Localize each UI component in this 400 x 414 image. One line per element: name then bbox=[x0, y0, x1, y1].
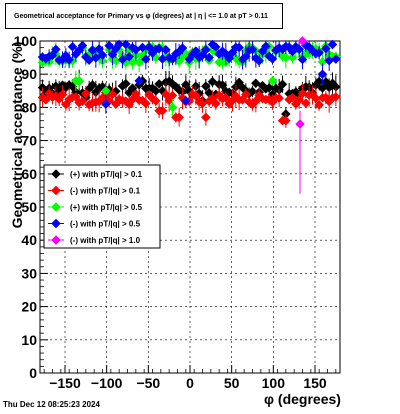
data-point bbox=[297, 36, 308, 46]
data-point bbox=[297, 54, 308, 65]
x-tick-label: 0 bbox=[186, 375, 194, 391]
data-point bbox=[107, 89, 118, 100]
data-point bbox=[120, 39, 131, 50]
data-point bbox=[274, 93, 285, 103]
legend-entry: (+) with pT/|q| > 0.5 bbox=[70, 203, 143, 212]
data-point bbox=[204, 52, 215, 63]
data-point bbox=[64, 55, 75, 65]
data-point bbox=[140, 98, 151, 109]
chart-title-text: Geometrical acceptance for Primary vs φ … bbox=[14, 12, 268, 20]
data-point bbox=[297, 88, 308, 99]
y-tick-label: 40 bbox=[21, 232, 37, 248]
y-tick-label: 30 bbox=[21, 265, 37, 281]
data-point bbox=[240, 89, 251, 100]
data-point bbox=[280, 115, 291, 126]
data-point bbox=[180, 95, 191, 106]
data-point bbox=[154, 43, 165, 54]
x-tick-label: −100 bbox=[91, 375, 123, 391]
chart-title: Geometrical acceptance for Primary vs φ … bbox=[5, 3, 283, 29]
y-tick-label: 20 bbox=[21, 299, 37, 315]
data-point bbox=[207, 76, 218, 87]
data-point bbox=[210, 42, 221, 52]
x-tick-label: 100 bbox=[262, 375, 286, 391]
legend-marker bbox=[51, 218, 61, 229]
timestamp: Thu Dec 12 08:25:23 2024 bbox=[3, 400, 100, 409]
x-tick-label: −50 bbox=[136, 375, 160, 391]
data-point bbox=[320, 43, 331, 54]
data-point bbox=[327, 39, 338, 50]
y-tick-label: 70 bbox=[21, 133, 37, 149]
y-tick-label: 80 bbox=[21, 99, 37, 115]
y-tick-label: 100 bbox=[14, 33, 38, 49]
data-point bbox=[114, 39, 125, 50]
data-point bbox=[124, 51, 135, 62]
data-point bbox=[117, 54, 128, 65]
data-point bbox=[150, 96, 161, 106]
data-point bbox=[250, 78, 261, 89]
data-point bbox=[80, 88, 91, 99]
data-point bbox=[267, 75, 278, 86]
data-point bbox=[314, 47, 325, 58]
data-point bbox=[74, 75, 85, 86]
y-tick-label: 0 bbox=[29, 365, 37, 381]
legend-entry: (-) with pT/|q| > 0.5 bbox=[70, 220, 141, 229]
legend-marker bbox=[51, 185, 61, 196]
data-point bbox=[120, 78, 131, 89]
data-point bbox=[174, 112, 185, 123]
legend-marker bbox=[51, 169, 61, 179]
legend-entry: (+) with pT/|q| > 0.1 bbox=[70, 170, 143, 179]
data-point bbox=[97, 50, 108, 60]
x-tick-label: −150 bbox=[49, 375, 81, 391]
data-point bbox=[67, 41, 78, 52]
data-point bbox=[330, 92, 341, 102]
data-point bbox=[330, 54, 341, 64]
data-point bbox=[314, 99, 325, 110]
legend-entry: (-) with pT/|q| > 0.1 bbox=[70, 187, 141, 196]
data-point bbox=[277, 79, 288, 90]
y-tick-label: 50 bbox=[21, 199, 37, 215]
data-point bbox=[57, 89, 68, 100]
y-tick-label: 10 bbox=[21, 332, 37, 348]
y-tick-label: 60 bbox=[21, 166, 37, 182]
data-point bbox=[157, 105, 168, 116]
data-point bbox=[140, 54, 151, 65]
data-point bbox=[220, 92, 231, 103]
legend-marker bbox=[51, 202, 61, 212]
data-point bbox=[247, 44, 258, 55]
x-axis-label: φ (degrees) bbox=[264, 391, 341, 407]
data-point bbox=[50, 44, 61, 55]
legend-marker bbox=[51, 235, 61, 245]
x-tick-label: 150 bbox=[303, 375, 327, 391]
data-point bbox=[260, 41, 271, 52]
data-point bbox=[100, 99, 111, 109]
data-point bbox=[137, 42, 148, 53]
y-axis-label: Geometrical acceptance (%) bbox=[9, 41, 25, 229]
data-point bbox=[200, 112, 211, 123]
y-tick-label: 90 bbox=[21, 66, 37, 82]
legend-entry: (-) with pT/|q| > 1.0 bbox=[70, 236, 141, 245]
data-point bbox=[134, 75, 145, 86]
data-point bbox=[167, 102, 178, 113]
data-point bbox=[77, 40, 88, 51]
x-tick-label: 50 bbox=[224, 375, 240, 391]
data-point bbox=[294, 44, 305, 54]
data-point bbox=[150, 86, 161, 96]
data-point bbox=[317, 69, 328, 80]
data-point bbox=[160, 44, 171, 55]
data-point bbox=[234, 42, 245, 53]
data-point bbox=[254, 55, 265, 66]
data-point bbox=[177, 43, 188, 53]
data-point bbox=[200, 45, 211, 55]
data-point bbox=[280, 52, 291, 63]
